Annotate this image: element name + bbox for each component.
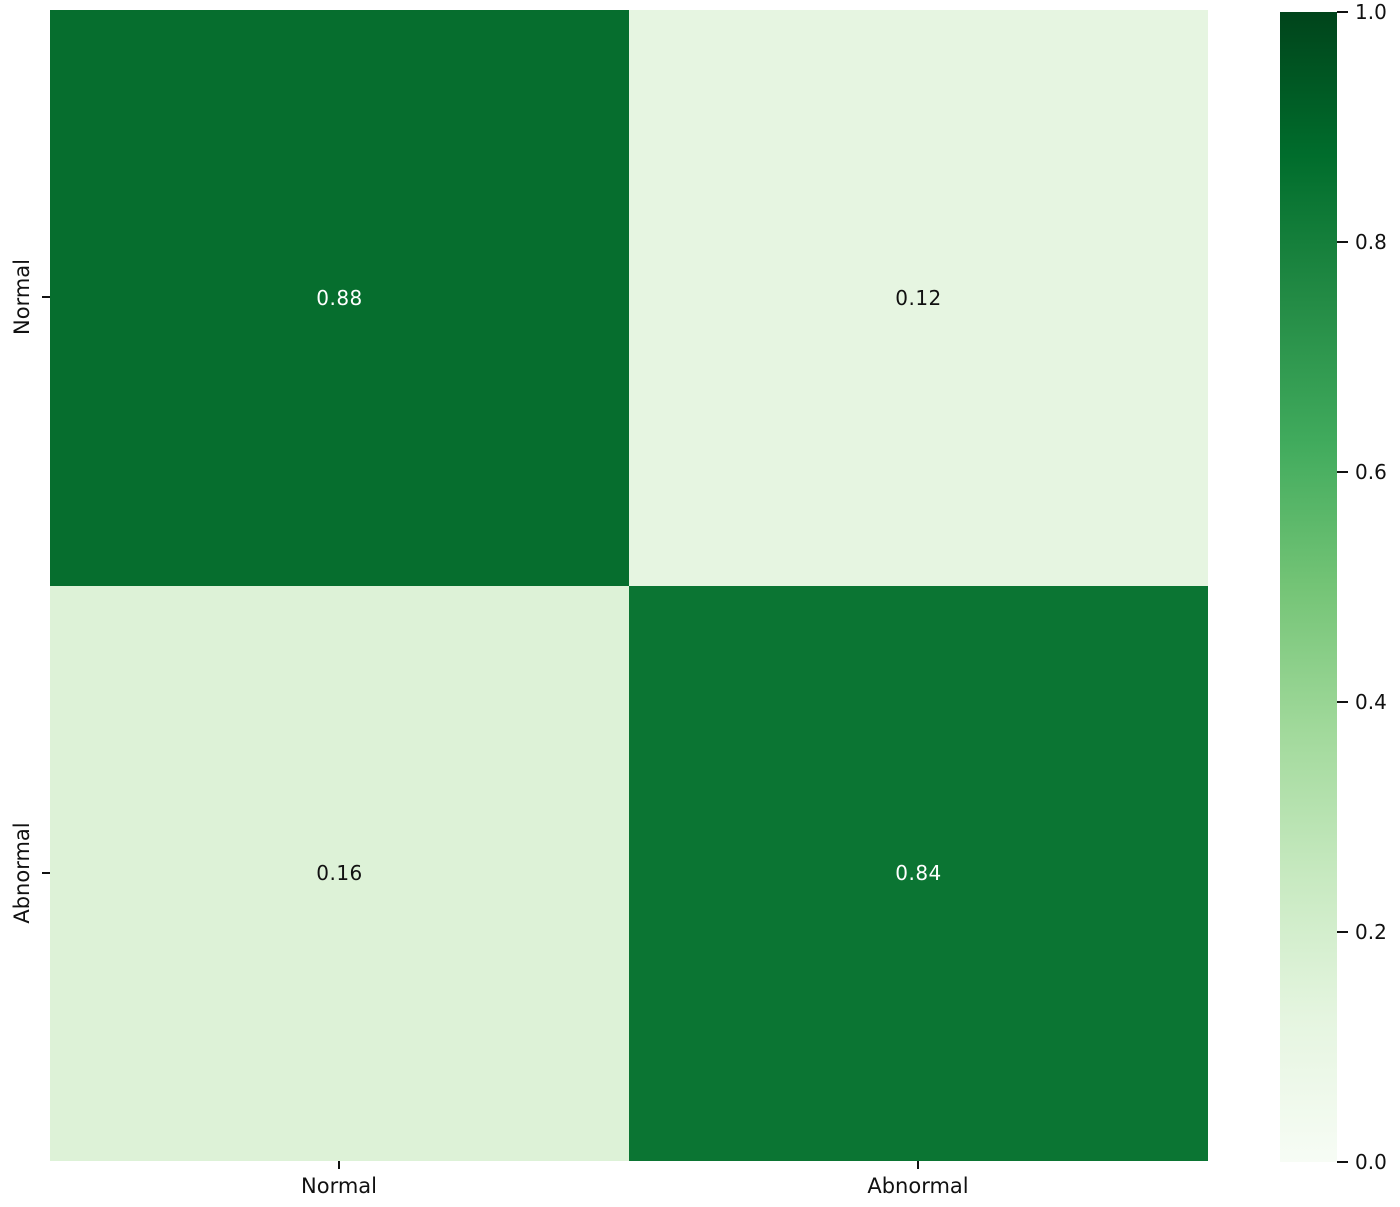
colorbar-tick-mark xyxy=(1337,11,1348,13)
y-axis-tick-mark xyxy=(42,872,50,874)
colorbar-tick-mark xyxy=(1337,1161,1348,1163)
colorbar-tick-mark xyxy=(1337,931,1348,933)
y-axis-label-normal: Normal xyxy=(10,259,34,335)
cell-value: 0.12 xyxy=(895,285,942,310)
heatmap-cell-abnormal-normal: 0.16 xyxy=(50,585,629,1161)
y-axis-label-abnormal: Abnormal xyxy=(10,822,34,924)
colorbar-tick-mark xyxy=(1337,701,1348,703)
heatmap-cell-normal-normal: 0.88 xyxy=(50,10,629,586)
y-axis-tick-mark xyxy=(42,296,50,298)
cell-value: 0.16 xyxy=(316,861,363,886)
heatmap-cell-normal-abnormal: 0.12 xyxy=(629,10,1208,586)
colorbar-tick-label: 1.0 xyxy=(1355,0,1387,24)
colorbar-tick-label: 0.4 xyxy=(1355,690,1387,714)
x-axis-tick-mark xyxy=(338,1161,340,1169)
x-axis-label-abnormal: Abnormal xyxy=(867,1174,969,1198)
heatmap-grid: 0.88 0.12 0.16 0.84 xyxy=(50,10,1208,1161)
colorbar-tick-mark xyxy=(1337,241,1348,243)
colorbar-tick-label: 0.2 xyxy=(1355,920,1387,944)
colorbar xyxy=(1280,12,1337,1162)
cell-value: 0.88 xyxy=(316,285,363,310)
colorbar-tick-mark xyxy=(1337,471,1348,473)
cell-value: 0.84 xyxy=(895,861,942,886)
colorbar-tick-label: 0.0 xyxy=(1355,1150,1387,1174)
heatmap-cell-abnormal-abnormal: 0.84 xyxy=(629,585,1208,1161)
colorbar-ticks: 1.0 0.8 0.6 0.4 0.2 0.0 xyxy=(1337,2,1397,1172)
colorbar-tick-label: 0.8 xyxy=(1355,230,1387,254)
colorbar-tick-label: 0.6 xyxy=(1355,460,1387,484)
x-axis-label-normal: Normal xyxy=(301,1174,377,1198)
x-axis-tick-mark xyxy=(917,1161,919,1169)
